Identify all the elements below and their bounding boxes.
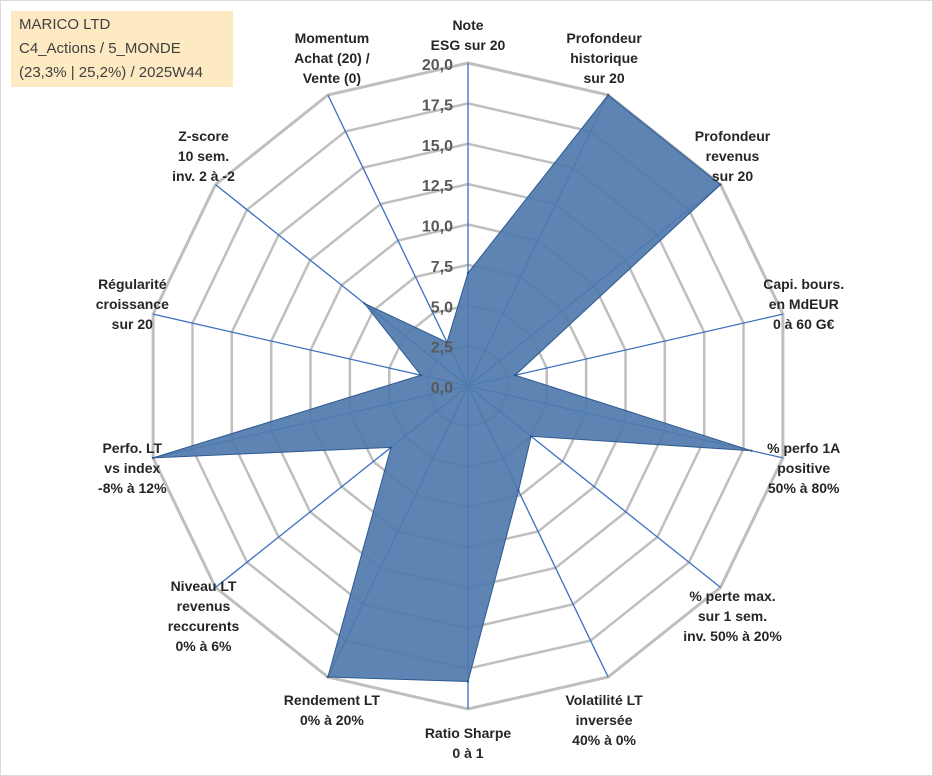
tick-label: 20,0 (422, 57, 453, 74)
series-area (151, 93, 753, 683)
info-portfolio: C4_Actions / 5_MONDE (19, 40, 181, 57)
axis-spoke (327, 94, 469, 387)
axis-label: Rendement LT 0% à 20% (284, 692, 381, 728)
axis-label-line: 40% à 0% (572, 732, 636, 748)
axis-label-line: Volatilité LT (565, 692, 643, 708)
axis-label-line: Capi. bours. (763, 276, 844, 292)
data-point (363, 302, 366, 305)
axis-labels: Note ESG sur 20 Profondeur historique sur 20… (96, 17, 844, 761)
axis-label-line: sur 1 sem. (698, 608, 767, 624)
axis-label: % perfo 1A positive 50% à 80% (767, 440, 840, 496)
info-stats: (23,3% | 25,2%) / 2025W44 (19, 64, 203, 81)
axis-label: Profondeur historique sur 20 (566, 30, 642, 86)
axis-label-line: -8% à 12% (98, 480, 167, 496)
axis-label-line: reccurents (168, 618, 240, 634)
data-point (466, 271, 470, 275)
tick-label: 10,0 (422, 219, 453, 236)
axis-label-line: ESG sur 20 (431, 37, 506, 53)
axis-label: Régularité croissance sur 20 (96, 276, 169, 332)
data-point (326, 675, 330, 679)
axis-label: Profondeur revenus sur 20 (695, 128, 771, 184)
axis-label: Capi. bours. en MdEUR 0 à 60 G€ (763, 276, 844, 332)
axis-label-line: Z-score (178, 128, 229, 144)
axis-label: % perte max. sur 1 sem. inv. 50% à 20% (683, 588, 782, 644)
axis-label-line: Perfo. LT (102, 440, 162, 456)
axis-label-line: sur 20 (112, 316, 153, 332)
info-box: MARICO LTD C4_Actions / 5_MONDE (23,3% |… (11, 11, 233, 87)
tick-label: 0,0 (431, 380, 453, 397)
axis-label: Volatilité LT inversée 40% à 0% (565, 692, 643, 748)
info-company-name: MARICO LTD (19, 16, 111, 33)
data-point (750, 449, 753, 452)
axis-label: Ratio Sharpe 0 à 1 (425, 725, 512, 761)
tick-label: 7,5 (431, 259, 453, 276)
axis-label-line: % perfo 1A (767, 440, 840, 456)
axis-label-line: Ratio Sharpe (425, 725, 512, 741)
axis-label: Z-score 10 sem. inv. 2 à -2 (172, 128, 235, 184)
axis-label-line: croissance (96, 296, 169, 312)
axis-label-line: 50% à 80% (768, 480, 840, 496)
axis-label: Momentum Achat (20) / Vente (0) (294, 30, 370, 86)
data-point (419, 374, 422, 377)
axis-label-line: sur 20 (583, 70, 624, 86)
data-point (719, 183, 722, 186)
axis-label-line: Momentum (295, 30, 370, 46)
axis-label: Note ESG sur 20 (431, 17, 506, 53)
tick-label: 5,0 (431, 299, 453, 316)
axis-label-line: 0% à 20% (300, 712, 364, 728)
axis-label-line: en MdEUR (769, 296, 839, 312)
axis-label-line: revenus (706, 148, 760, 164)
axis-label-line: Profondeur (695, 128, 771, 144)
data-point (445, 341, 449, 344)
axis-label-line: Profondeur (566, 30, 642, 46)
axis-label-line: Achat (20) / (294, 50, 370, 66)
data-point (517, 489, 520, 492)
axis-label-line: vs index (104, 460, 160, 476)
axis-spoke (152, 313, 469, 387)
tick-labels: 0,0 2,5 5,0 7,5 10,0 12,5 15,0 17,5 20,0 (422, 57, 453, 397)
axis-label-line: historique (570, 50, 638, 66)
axis-label-line: sur 20 (712, 168, 753, 184)
axis-label-line: revenus (177, 598, 231, 614)
axis-label-line: Note (452, 17, 483, 33)
axis-label-line: inv. 50% à 20% (683, 628, 782, 644)
tick-label: 12,5 (422, 178, 453, 195)
axis-label-line: Niveau LT (171, 578, 237, 594)
tick-label: 2,5 (431, 340, 453, 357)
data-point (151, 456, 155, 460)
axis-label: Niveau LT revenus reccurents 0% à 6% (168, 578, 240, 654)
axis-label-line: inv. 2 à -2 (172, 168, 235, 184)
axis-label-line: Rendement LT (284, 692, 381, 708)
tick-label: 17,5 (422, 97, 453, 114)
data-point (514, 374, 517, 377)
axis-label-line: 0 à 1 (452, 745, 483, 761)
axis-label-line: 0% à 6% (175, 638, 232, 654)
axis-label-line: positive (777, 460, 830, 476)
axis-label-line: Vente (0) (303, 70, 361, 86)
axis-spoke (467, 313, 784, 387)
tick-label: 15,0 (422, 138, 453, 155)
data-point (466, 680, 470, 683)
data-point (389, 446, 393, 449)
data-point (529, 435, 533, 438)
axis-label-line: % perte max. (689, 588, 775, 604)
data-point (606, 93, 610, 97)
axis-label-line: inversée (576, 712, 633, 728)
axis-label-line: 0 à 60 G€ (773, 316, 835, 332)
axis-label-line: 10 sem. (178, 148, 229, 164)
axis-label-line: Régularité (98, 276, 167, 292)
axis-label: Perfo. LT vs index -8% à 12% (98, 440, 167, 496)
